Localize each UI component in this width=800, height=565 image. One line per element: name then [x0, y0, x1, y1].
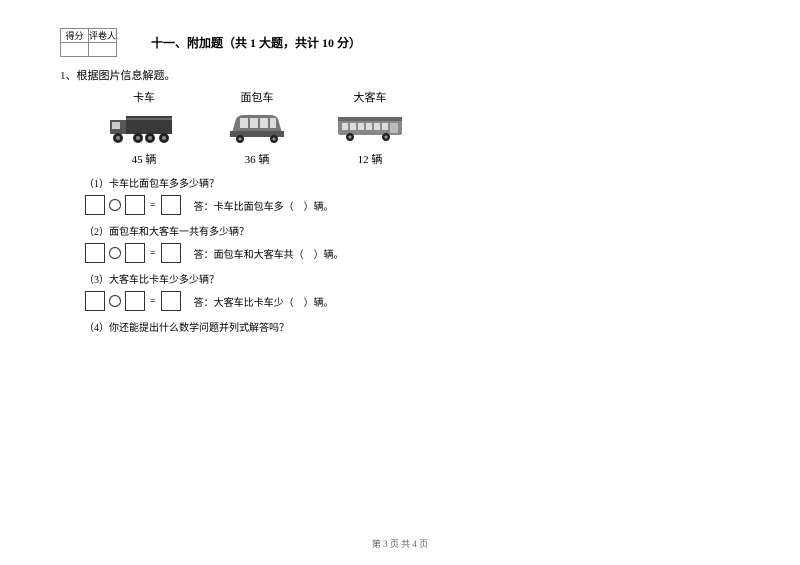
- score-header-1: 得分: [61, 29, 89, 43]
- subq-2-text: 面包车和大客车一共有多少辆？: [109, 227, 249, 238]
- eq-line-2: = 答：面包车和大客车共（ ）辆。: [84, 243, 660, 263]
- result-box: [161, 243, 181, 263]
- eq-line-1: = 答：卡车比面包车多（ ）辆。: [84, 195, 660, 215]
- result-box: [161, 195, 181, 215]
- bus-count: 12 辆: [316, 151, 424, 167]
- subq-1-text: 卡车比面包车多多少辆？: [109, 179, 219, 190]
- subq-3-text: 大客车比卡车少多少辆？: [109, 275, 219, 286]
- van-icon: [203, 109, 311, 147]
- score-table: 得分 评卷人: [60, 28, 117, 57]
- equals-sign: =: [150, 248, 156, 259]
- van-label: 面包车: [203, 89, 311, 105]
- operator-circle: [109, 247, 121, 259]
- page-footer: 第 3 页 共 4 页: [0, 537, 800, 550]
- vehicle-bus: 大客车 12 辆: [316, 89, 424, 167]
- result-box: [161, 291, 181, 311]
- operand-box: [85, 291, 105, 311]
- answer-2: 答：面包车和大客车共（ ）辆。: [194, 246, 344, 261]
- subq-3-num: （3）: [84, 275, 109, 286]
- section-title: 十一、附加题（共 1 大题，共计 10 分）: [151, 29, 361, 57]
- equals-sign: =: [150, 200, 156, 211]
- subq-4: （4）你还能提出什么数学问题并列式解答吗？: [84, 319, 660, 334]
- bus-icon: [316, 109, 424, 147]
- answer-1: 答：卡车比面包车多（ ）辆。: [194, 198, 334, 213]
- vehicle-truck: 卡车 45 辆: [90, 89, 198, 167]
- subq-2: （2）面包车和大客车一共有多少辆？: [84, 223, 660, 238]
- operand-box: [125, 243, 145, 263]
- operand-box: [85, 195, 105, 215]
- subq-1: （1）卡车比面包车多多少辆？: [84, 175, 660, 190]
- vehicles-row: 卡车 45 辆 面包车: [90, 89, 660, 167]
- operand-box: [125, 195, 145, 215]
- eq-line-3: = 答：大客车比卡车少（ ）辆。: [84, 291, 660, 311]
- subq-2-num: （2）: [84, 227, 109, 238]
- score-header-2: 评卷人: [89, 29, 117, 43]
- subq-4-text: 你还能提出什么数学问题并列式解答吗？: [109, 323, 289, 334]
- subq-1-num: （1）: [84, 179, 109, 190]
- score-cell-2: [89, 43, 117, 57]
- bus-label: 大客车: [316, 89, 424, 105]
- operand-box: [125, 291, 145, 311]
- question-stem: 1、根据图片信息解题。: [60, 67, 660, 83]
- operand-box: [85, 243, 105, 263]
- truck-label: 卡车: [90, 89, 198, 105]
- vehicle-van: 面包车 36 辆: [203, 89, 311, 167]
- operator-circle: [109, 295, 121, 307]
- equals-sign: =: [150, 296, 156, 307]
- answer-3: 答：大客车比卡车少（ ）辆。: [194, 294, 334, 309]
- truck-count: 45 辆: [90, 151, 198, 167]
- operator-circle: [109, 199, 121, 211]
- subq-4-num: （4）: [84, 323, 109, 334]
- subq-3: （3）大客车比卡车少多少辆？: [84, 271, 660, 286]
- van-count: 36 辆: [203, 151, 311, 167]
- score-cell-1: [61, 43, 89, 57]
- truck-icon: [90, 109, 198, 147]
